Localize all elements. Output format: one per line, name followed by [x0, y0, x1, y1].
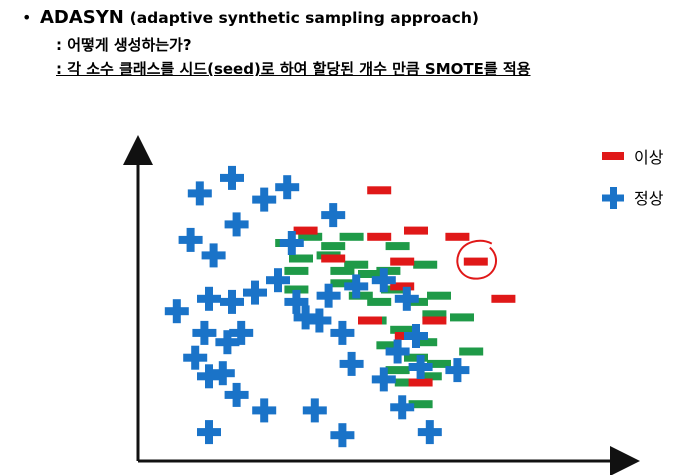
synthetic-point: [358, 270, 382, 278]
minority-point: [463, 257, 488, 266]
majority-point: [279, 231, 304, 255]
synthetic-point: [385, 242, 410, 251]
majority-point: [275, 175, 300, 200]
majority-point: [229, 320, 254, 345]
minority-point: [445, 232, 470, 241]
synthetic-point: [330, 266, 355, 275]
synthetic-point: [413, 260, 438, 269]
synthetic-point: [330, 279, 355, 288]
majority-point: [371, 367, 396, 392]
highlight-circle: [456, 239, 498, 280]
majority-point: [252, 187, 277, 212]
majority-point: [330, 320, 355, 345]
minority-point: [390, 257, 415, 266]
minority-point: [367, 186, 392, 195]
synthetic-point: [321, 242, 346, 251]
legend-majority-label: 정상: [634, 189, 664, 208]
majority-point: [408, 355, 433, 379]
majority-point: [183, 345, 208, 370]
legend-minority-label: 이상: [634, 148, 664, 167]
synthetic-point: [427, 291, 451, 300]
minority-point: [293, 226, 318, 235]
majority-point: [344, 274, 369, 299]
synthetic-point: [289, 254, 313, 263]
minority-point: [367, 232, 392, 241]
minority-point: [321, 254, 346, 263]
majority-point: [187, 181, 212, 206]
majority-point: [201, 243, 226, 268]
title-acronym: ADASYN: [40, 7, 124, 28]
majority-point: [224, 212, 249, 237]
majority-point: [243, 280, 267, 305]
synthetic-point: [408, 400, 433, 409]
title-expansion: (adaptive synthetic sampling approach): [129, 9, 479, 27]
majority-point: [321, 203, 346, 228]
majority-point: [316, 283, 341, 308]
minority-point: [422, 316, 447, 325]
majority-point: [220, 289, 244, 314]
synthetic-point: [390, 325, 415, 334]
plot-marks: [164, 165, 516, 448]
synthetic-point: [459, 347, 484, 356]
minority-point: [404, 226, 428, 235]
majority-point: [445, 358, 470, 383]
legend: 이상 정상: [602, 148, 664, 209]
synthetic-point: [413, 338, 438, 347]
synthetic-point: [298, 232, 323, 241]
majority-point: [284, 289, 309, 314]
synthetic-point: [339, 232, 364, 241]
majority-point: [197, 364, 221, 389]
majority-point: [197, 420, 221, 445]
majority-point: [307, 308, 332, 333]
minority-point: [408, 378, 433, 387]
synthetic-point: [450, 313, 474, 322]
majority-point: [178, 227, 203, 252]
majority-point: [164, 299, 189, 324]
synthetic-point: [427, 359, 451, 368]
question-line: : 어떻게 생성하는가?: [56, 36, 192, 54]
synthetic-point: [284, 285, 309, 294]
synthetic-point: [348, 291, 373, 300]
majority-point: [197, 286, 221, 311]
majority-point: [224, 382, 249, 407]
majority-point: [266, 268, 290, 293]
synthetic-point: [344, 260, 369, 269]
majority-point: [390, 395, 415, 420]
synthetic-point: [385, 366, 410, 375]
synthetic-point: [422, 310, 447, 319]
majority-point: [293, 305, 318, 330]
synthetic-point: [417, 372, 442, 381]
majority-point: [404, 324, 428, 348]
majority-point: [330, 423, 355, 448]
majority-point: [385, 339, 410, 364]
majority-point: [220, 165, 244, 190]
synthetic-point: [376, 266, 401, 275]
slide-title: • ADASYN (adaptive synthetic sampling app…: [22, 6, 479, 30]
legend-majority-swatch: [602, 187, 624, 209]
synthetic-point: [376, 341, 401, 350]
synthetic-point: [404, 353, 428, 362]
synthetic-point: [394, 378, 419, 387]
majority-point: [371, 268, 396, 293]
majority-point: [192, 320, 217, 345]
legend-minority-swatch: [602, 152, 624, 160]
majority-point: [215, 330, 240, 355]
answer-line: : 각 소수 클래스를 시드(seed)로 하여 할당된 개수 만큼 SMOTE…: [56, 60, 531, 78]
majority-point: [417, 420, 442, 445]
bullet-dot: •: [22, 8, 32, 27]
majority-point: [210, 361, 235, 386]
majority-point: [339, 351, 364, 376]
minority-point: [358, 316, 382, 325]
majority-point: [394, 286, 419, 311]
minority-point: [390, 282, 415, 291]
synthetic-point: [367, 297, 392, 306]
minority-point: [491, 294, 516, 303]
majority-point: [302, 398, 327, 423]
synthetic-point: [284, 266, 309, 275]
majority-point: [252, 398, 277, 423]
